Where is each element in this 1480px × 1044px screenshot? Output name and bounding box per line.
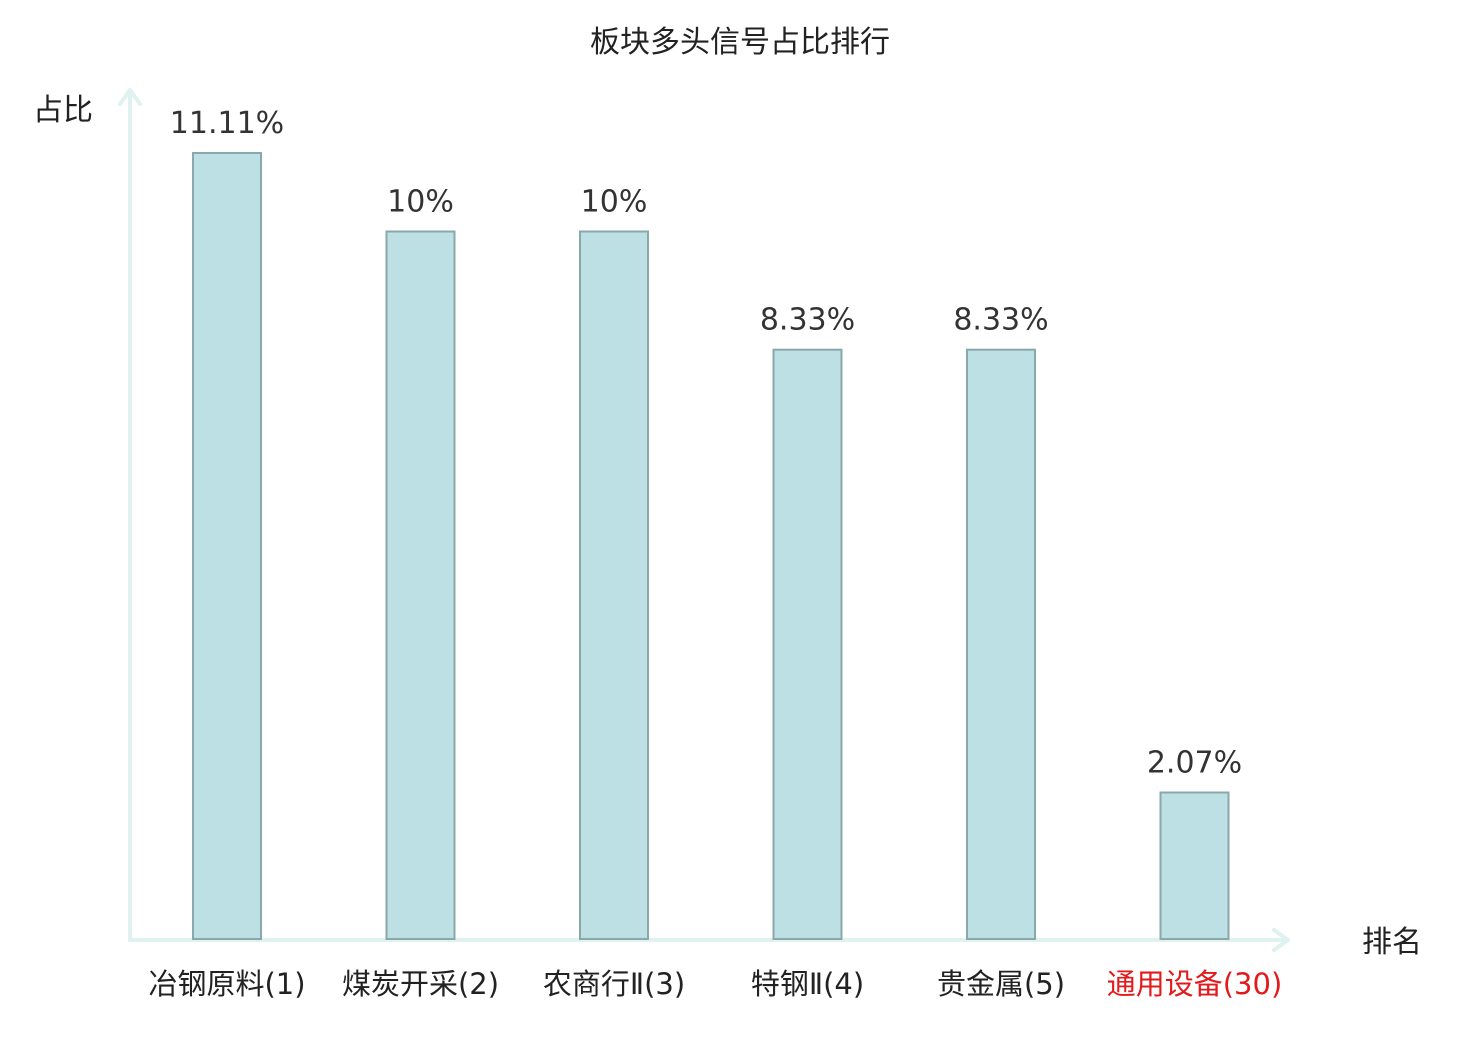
bars-group <box>192 152 1230 940</box>
tick-labels-group: 冶钢原料(1) 煤炭开采(2) 农商行Ⅱ(3) 特钢Ⅱ(4) 贵金属(5) 通用设备(30… <box>148 967 1282 1001</box>
x-tick-label-1: 冶钢原料(1) <box>148 967 305 1001</box>
value-labels-group: 11.11% 10% 10% 8.33% 8.33% 2.07% <box>170 106 1242 781</box>
bar-6 <box>1159 791 1230 940</box>
x-tick-label-4: 特钢Ⅱ(4) <box>751 967 864 1001</box>
y-axis-title: 占比 <box>33 93 93 128</box>
value-label-5: 8.33% <box>953 303 1048 338</box>
bar-1 <box>192 152 262 940</box>
bar-2 <box>385 230 456 940</box>
value-label-1: 11.11% <box>170 106 284 141</box>
bar-4 <box>772 348 843 940</box>
value-label-4: 8.33% <box>760 303 855 338</box>
value-label-3: 10% <box>581 185 648 220</box>
y-axis-arrow <box>118 88 142 106</box>
x-tick-label-6: 通用设备(30) <box>1107 967 1283 1001</box>
bar-3 <box>579 230 649 940</box>
axes <box>118 88 1290 952</box>
bar-5 <box>966 348 1036 940</box>
x-tick-label-5: 贵金属(5) <box>937 967 1065 1001</box>
chart-title: 板块多头信号占比排行 <box>590 25 890 60</box>
value-label-6: 2.07% <box>1147 746 1242 781</box>
x-axis-title: 排名 <box>1362 925 1422 960</box>
x-axis-arrow <box>1272 928 1290 952</box>
x-tick-label-3: 农商行Ⅱ(3) <box>543 967 685 1001</box>
value-label-2: 10% <box>387 185 454 220</box>
x-tick-label-2: 煤炭开采(2) <box>342 967 499 1001</box>
